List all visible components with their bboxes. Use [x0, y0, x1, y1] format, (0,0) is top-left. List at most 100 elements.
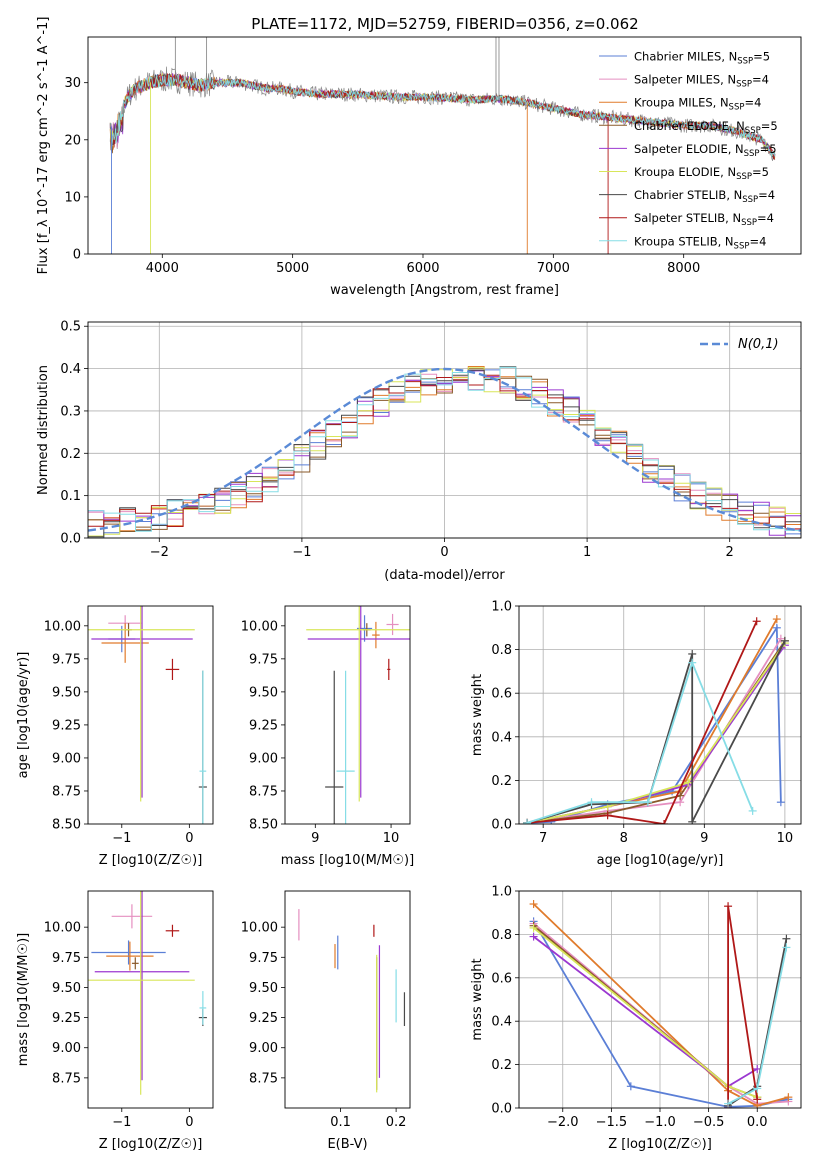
- y-tick-label: 10.00: [44, 619, 81, 634]
- spectrum-line: [110, 73, 776, 157]
- mass_vs_ebv-points: [298, 909, 406, 1093]
- legend-label: Kroupa STELIB, NSSP=4: [634, 234, 766, 251]
- mass_weight_vs_age-lines: [523, 615, 789, 824]
- mass_weight_vs_age-frame: [518, 605, 802, 825]
- y-tick-label: 10.00: [44, 921, 81, 936]
- y-tick-label: 10: [64, 190, 81, 205]
- x-tick-label: 2: [726, 545, 734, 560]
- x-tick-label: 5000: [276, 261, 309, 276]
- x-tick-label: 6000: [406, 261, 439, 276]
- mass_vs_Z-points: [88, 891, 207, 1095]
- age_vs_mass-frame: [284, 605, 411, 825]
- weight-line: [527, 620, 758, 824]
- y-tick-label: 0.4: [60, 362, 81, 377]
- x-tick-label: 0.0: [747, 1115, 768, 1130]
- legend-label: Kroupa MILES, NSSP=4: [634, 96, 761, 113]
- x-tick-label: 1: [583, 545, 591, 560]
- y-tick-label: 8.75: [249, 784, 278, 799]
- mass_vs_Z-xlabel: Z [log10(Z/Z☉)]: [99, 1137, 203, 1152]
- y-tick-label: 9.50: [52, 981, 81, 996]
- x-tick-label: −2.0: [547, 1115, 579, 1130]
- y-tick-label: 8.75: [52, 1071, 81, 1086]
- y-tick-label: 8.50: [249, 818, 278, 833]
- x-tick-label: 7: [539, 831, 547, 846]
- x-tick-label: 4000: [146, 261, 179, 276]
- x-tick-label: −1: [292, 545, 311, 560]
- residual-hists: [88, 366, 801, 538]
- x-tick-label: 8: [620, 831, 628, 846]
- y-tick-label: 0.6: [491, 971, 512, 986]
- y-tick-label: 9.50: [249, 981, 278, 996]
- legend-label: Salpeter STELIB, NSSP=4: [634, 211, 774, 228]
- y-tick-label: 8.75: [52, 784, 81, 799]
- mass_vs_ebv-frame: [284, 890, 411, 1109]
- y-tick-label: 9.00: [52, 751, 81, 766]
- y-tick-label: 0.8: [491, 928, 512, 943]
- gaussian-curve: [88, 367, 801, 532]
- y-tick-label: 9.25: [52, 718, 81, 733]
- y-tick-label: 9.75: [52, 951, 81, 966]
- spectrum-frame: [87, 36, 802, 255]
- x-tick-label: −1: [112, 1115, 131, 1130]
- y-tick-label: 0: [73, 248, 81, 263]
- x-tick-label: 10: [777, 831, 794, 846]
- x-tick-label: 0.1: [330, 1115, 351, 1130]
- x-tick-label: 0: [185, 1115, 193, 1130]
- x-tick-label: 9: [700, 831, 708, 846]
- y-tick-label: 0.0: [491, 818, 512, 833]
- age_vs_Z-points: [88, 606, 207, 824]
- spectrum-legend: Chabrier MILES, NSSP=5 Salpeter MILES, NS…: [599, 50, 778, 251]
- y-tick-label: 0.5: [60, 320, 81, 335]
- x-tick-label: −1.5: [596, 1115, 628, 1130]
- y-tick-label: 9.00: [52, 1041, 81, 1056]
- x-tick-label: 0: [185, 831, 193, 846]
- age_vs_mass-xlabel: mass [log10(M/M☉)]: [281, 853, 414, 868]
- y-tick-label: 9.25: [249, 1011, 278, 1026]
- histogram-series: [88, 374, 801, 538]
- mass_weight_vs_age-ylabel: mass weight: [470, 674, 485, 756]
- mass_vs_Z-axes: −1 0 8.75 9.00 9.25 9.50 9.75 10.00: [44, 921, 194, 1130]
- x-tick-label: 8000: [667, 261, 700, 276]
- y-tick-label: 10.00: [241, 921, 278, 936]
- x-tick-label: 0.2: [386, 1115, 407, 1130]
- residuals-xlabel: (data-model)/error: [384, 568, 505, 583]
- legend-label: Kroupa ELODIE, NSSP=5: [634, 165, 769, 182]
- mass_vs_ebv-axes: 0.1 0.2 8.75 9.00 9.25 9.50 9.75 10.00: [241, 921, 407, 1130]
- legend-gaussian-label: N(0,1): [738, 337, 779, 352]
- y-tick-label: 1.0: [491, 600, 512, 615]
- y-tick-label: 0.4: [491, 730, 512, 745]
- age_vs_mass-axes: 9 10 8.50 8.75 9.00 9.25 9.50 9.75 10.00: [241, 619, 400, 846]
- spectrum-axes: 4000 5000 6000 7000 8000 0 10 20 30: [64, 76, 700, 276]
- y-tick-label: 0.2: [60, 447, 81, 462]
- y-tick-label: 0.0: [491, 1102, 512, 1117]
- mass_weight_vs_Z-frame: [518, 890, 802, 1109]
- residuals-frame: [87, 321, 802, 539]
- y-tick-label: 0.6: [491, 687, 512, 702]
- y-tick-label: 10.00: [241, 619, 278, 634]
- y-tick-label: 9.50: [52, 685, 81, 700]
- x-tick-label: 0: [440, 545, 448, 560]
- x-tick-label: 9: [311, 831, 319, 846]
- y-tick-label: 20: [64, 133, 81, 148]
- age_vs_Z-xlabel: Z [log10(Z/Z☉)]: [99, 853, 203, 868]
- histogram-series: [88, 366, 801, 538]
- legend-label: Chabrier MILES, NSSP=5: [634, 50, 770, 67]
- y-tick-label: 9.75: [249, 951, 278, 966]
- y-tick-label: 9.25: [249, 718, 278, 733]
- figure-title: PLATE=1172, MJD=52759, FIBERID=0356, z=0…: [251, 15, 638, 33]
- mass_weight_vs_Z-xlabel: Z [log10(Z/Z☉)]: [608, 1137, 712, 1152]
- mass_vs_Z-ylabel: mass [log10(M/M☉)]: [16, 933, 31, 1066]
- y-tick-label: 0.8: [491, 643, 512, 658]
- mass_weight_vs_age-xlabel: age [log10(age/yr)]: [597, 853, 724, 868]
- legend-label: Salpeter ELODIE, NSSP=5: [634, 142, 777, 159]
- y-tick-label: 9.00: [249, 751, 278, 766]
- y-tick-label: 0.2: [491, 1058, 512, 1073]
- y-tick-label: 9.25: [52, 1011, 81, 1026]
- age_vs_Z-frame: [87, 605, 214, 825]
- spectrum-xlabel: wavelength [Angstrom, rest frame]: [330, 283, 559, 298]
- y-tick-label: 30: [64, 76, 81, 91]
- weight-line: [526, 642, 786, 824]
- spectrum-line: [110, 72, 776, 161]
- x-tick-label: −0.5: [693, 1115, 725, 1130]
- legend-label: Chabrier STELIB, NSSP=4: [634, 188, 775, 205]
